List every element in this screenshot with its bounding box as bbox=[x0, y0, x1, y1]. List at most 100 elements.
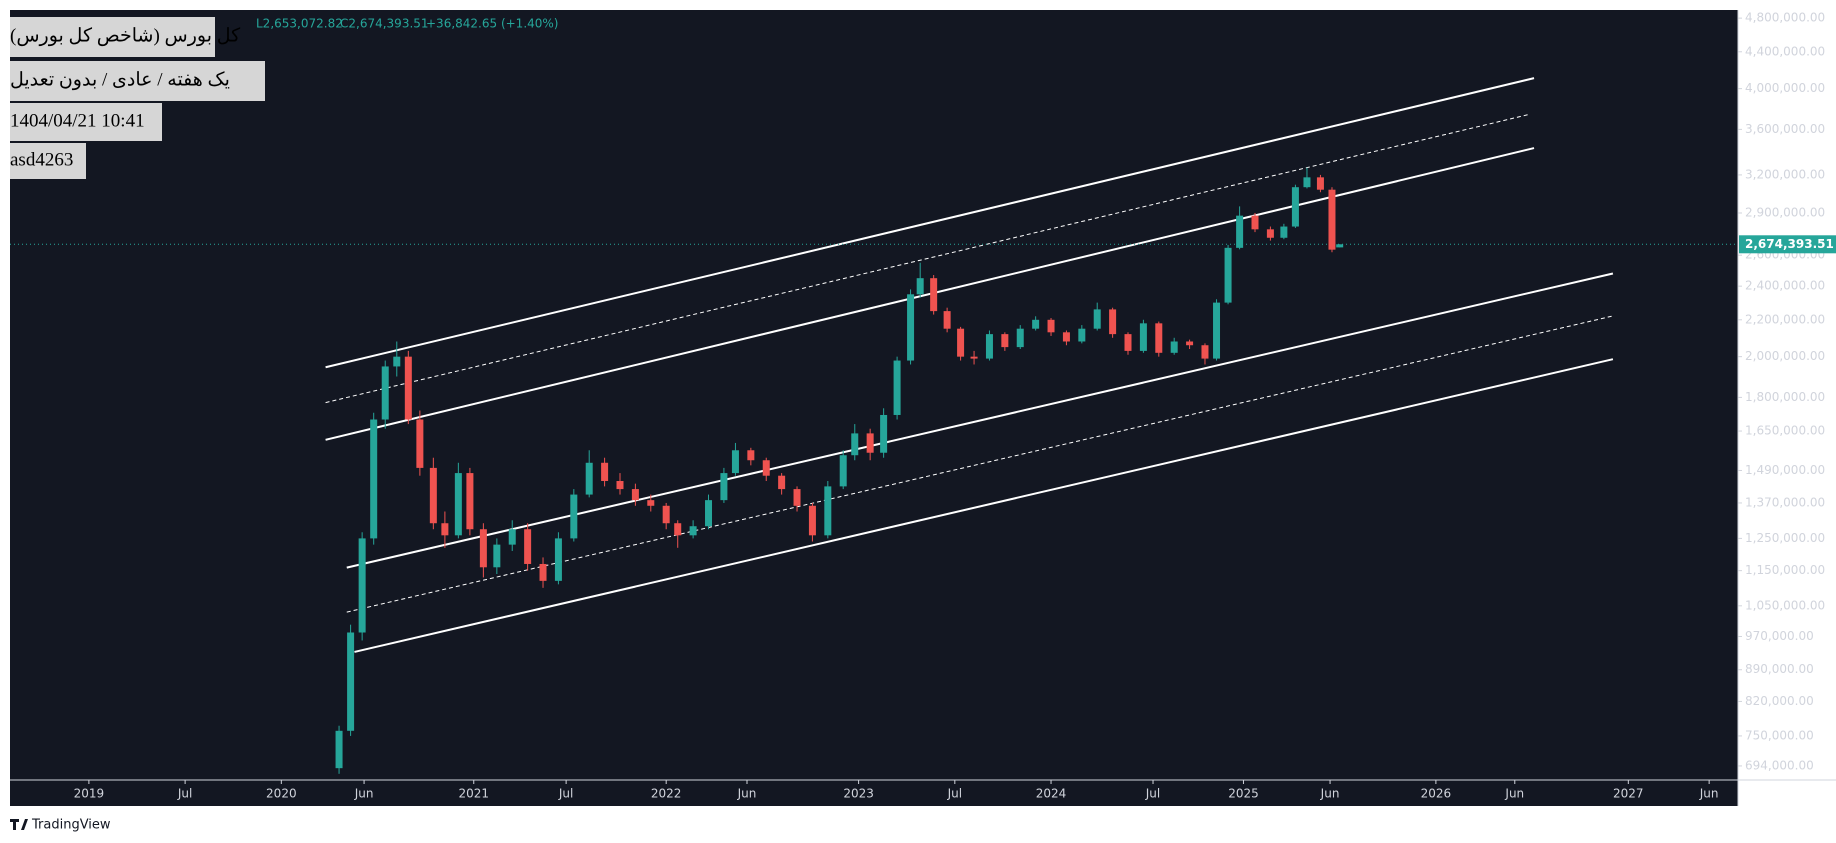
candle-body bbox=[731, 450, 739, 474]
candle-body bbox=[893, 360, 901, 415]
y-tick-label: 2,000,000.00 bbox=[1745, 349, 1825, 363]
candle-body bbox=[524, 529, 532, 564]
candle-body bbox=[1224, 247, 1232, 303]
candle-body bbox=[793, 489, 801, 506]
y-tick-label: 3,200,000.00 bbox=[1745, 167, 1825, 181]
candle-body bbox=[907, 294, 915, 361]
x-tick-label: 2023 bbox=[843, 787, 874, 801]
ohlc-header: L2,653,072.82 bbox=[256, 17, 343, 31]
candle-body bbox=[930, 278, 938, 312]
candle-body bbox=[778, 475, 786, 490]
candle-body bbox=[358, 538, 366, 633]
x-tick-label: 2024 bbox=[1036, 787, 1067, 801]
plot-area bbox=[10, 77, 1738, 774]
x-tick-label: 2025 bbox=[1228, 787, 1259, 801]
tv-logo bbox=[10, 819, 28, 830]
y-tick-label: 1,800,000.00 bbox=[1745, 390, 1825, 404]
candle-body bbox=[705, 500, 713, 527]
candle-body bbox=[1124, 334, 1132, 351]
trendline bbox=[346, 272, 1614, 569]
x-tick-label: Jun bbox=[737, 787, 757, 801]
x-tick-label: Jul bbox=[177, 787, 192, 801]
candle-body bbox=[1328, 189, 1336, 250]
candle-body bbox=[916, 278, 924, 295]
ohlc-header: C2,674,393.51 bbox=[340, 17, 429, 31]
overlay-box bbox=[10, 143, 86, 179]
candle-body bbox=[1201, 345, 1209, 359]
candle-body bbox=[808, 505, 816, 536]
candle-body bbox=[880, 414, 888, 453]
candle-body bbox=[1062, 332, 1070, 342]
candle-body bbox=[585, 462, 593, 495]
candle-body bbox=[429, 467, 437, 524]
overlay-text: asd4263 bbox=[10, 149, 73, 170]
candle-body bbox=[1186, 341, 1194, 346]
candle-body bbox=[689, 526, 697, 536]
candle-body bbox=[866, 433, 874, 453]
overlay-text: 1404/04/21 10:41 bbox=[10, 110, 145, 131]
candle-body bbox=[1047, 319, 1055, 333]
x-tick-label: Jun bbox=[1504, 787, 1524, 801]
y-tick-label: 4,400,000.00 bbox=[1745, 44, 1825, 58]
trendline bbox=[325, 114, 1529, 404]
x-tick-label: Jun bbox=[354, 787, 374, 801]
candle-body bbox=[1032, 319, 1040, 329]
x-tick-label: 2026 bbox=[1421, 787, 1452, 801]
candle-body bbox=[851, 433, 859, 456]
y-tick-label: 1,150,000.00 bbox=[1745, 563, 1825, 577]
candle-body bbox=[570, 494, 578, 539]
candle-body bbox=[662, 505, 670, 524]
y-tick-label: 4,000,000.00 bbox=[1745, 81, 1825, 95]
candle-body bbox=[416, 419, 424, 468]
candle-body bbox=[1016, 328, 1024, 348]
ohlc-header: +36,842.65 (+1.40%) bbox=[426, 17, 558, 31]
candle-body bbox=[616, 481, 624, 490]
candle-body bbox=[824, 486, 832, 536]
candle-body bbox=[335, 730, 343, 769]
candle-body bbox=[493, 544, 501, 568]
overlay-box bbox=[10, 103, 162, 141]
candle-body bbox=[539, 563, 547, 581]
x-tick-label: Jun bbox=[1320, 787, 1340, 801]
y-tick-label: 750,000.00 bbox=[1745, 728, 1814, 742]
candle-body bbox=[1291, 187, 1299, 227]
candle-body bbox=[674, 523, 682, 536]
last-price-tag bbox=[1739, 235, 1836, 254]
trendline bbox=[354, 358, 1614, 653]
candle-body bbox=[1336, 244, 1344, 248]
candle-body bbox=[1139, 323, 1147, 351]
candle-body bbox=[1093, 309, 1101, 329]
y-tick-label: 1,370,000.00 bbox=[1745, 495, 1825, 509]
overlay-box bbox=[10, 61, 265, 101]
candle-body bbox=[393, 356, 401, 367]
x-tick-label: Jun bbox=[1699, 787, 1719, 801]
trendline bbox=[325, 77, 1535, 369]
overlay-text: کل بورس (شاخص کل بورس) bbox=[10, 25, 241, 46]
y-tick-label: 820,000.00 bbox=[1745, 694, 1814, 708]
candle-body bbox=[1266, 229, 1274, 238]
candle-body bbox=[970, 356, 978, 359]
candle-body bbox=[985, 334, 993, 359]
candle-body bbox=[747, 450, 755, 461]
y-tick-label: 890,000.00 bbox=[1745, 662, 1814, 676]
candle-body bbox=[1170, 341, 1178, 353]
y-tick-label: 2,900,000.00 bbox=[1745, 205, 1825, 219]
footer: TradingView bbox=[31, 818, 111, 833]
y-tick-label: 694,000.00 bbox=[1745, 758, 1814, 772]
candle-body bbox=[943, 311, 951, 329]
candle-body bbox=[1303, 177, 1311, 188]
candle-body bbox=[381, 366, 389, 420]
x-tick-label: 2021 bbox=[458, 787, 489, 801]
candle-body bbox=[441, 523, 449, 536]
candle-body bbox=[1001, 334, 1009, 348]
candle-body bbox=[466, 473, 474, 530]
x-tick-label: Jul bbox=[947, 787, 962, 801]
candle-body bbox=[347, 632, 355, 731]
x-tick-label: 2027 bbox=[1613, 787, 1644, 801]
last-price-label: 2,674,393.51 bbox=[1745, 237, 1834, 251]
chart-bg bbox=[10, 10, 1738, 806]
candle-body bbox=[1109, 309, 1117, 335]
y-tick-label: 3,600,000.00 bbox=[1745, 122, 1825, 136]
x-tick-label: 2020 bbox=[266, 787, 297, 801]
